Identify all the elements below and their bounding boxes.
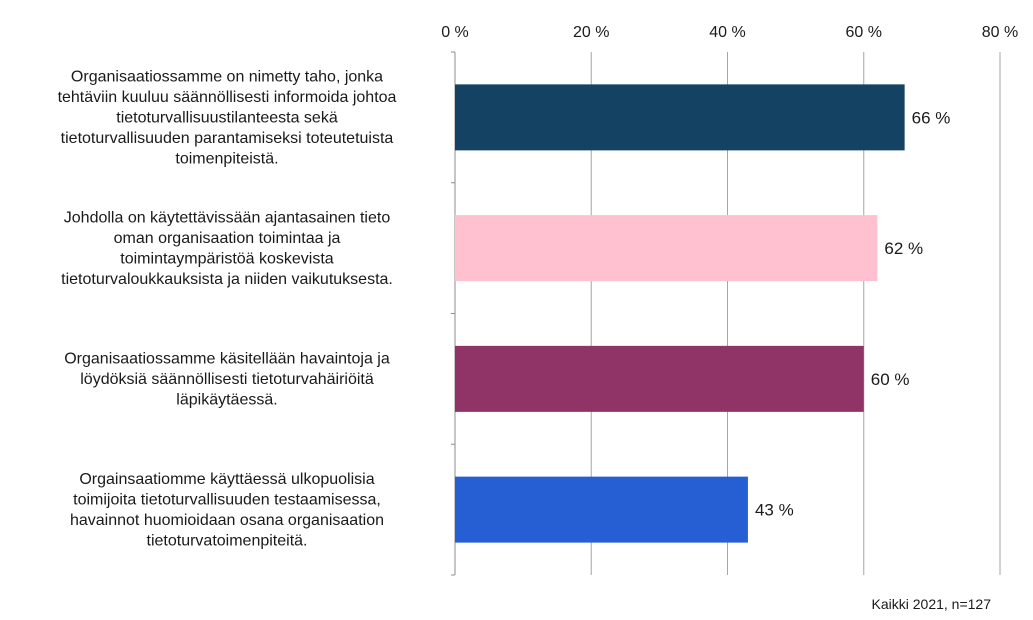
- data-label: 62 %: [884, 239, 923, 258]
- category-label: Organisaatiossamme käsitellään havaintoj…: [64, 350, 390, 408]
- category-labels: Organisaatiossamme on nimetty taho, jonk…: [58, 68, 397, 549]
- x-tick-label: 60 %: [846, 24, 882, 41]
- x-tick-label: 20 %: [573, 24, 609, 41]
- x-tick-label: 40 %: [709, 24, 745, 41]
- category-label-line: Orgainsaatiomme käyttäessä ulkopuolisia: [79, 471, 374, 488]
- bar: [455, 215, 878, 282]
- category-label-line: tietoturvatoimenpiteitä.: [147, 532, 308, 549]
- category-label-line: toimenpiteistä.: [175, 150, 278, 167]
- x-tick-label: 80 %: [982, 24, 1018, 41]
- bar: [455, 476, 748, 543]
- category-label-line: Organisaatiossamme käsitellään havaintoj…: [64, 350, 390, 367]
- category-label-line: läpikäytäessä.: [176, 391, 277, 408]
- category-label-line: tehtäviin kuuluu säännöllisesti informoi…: [58, 89, 397, 106]
- bar: [455, 84, 905, 151]
- category-label: Organisaatiossamme on nimetty taho, jonk…: [58, 68, 397, 167]
- category-label-line: tietoturvallisuustilanteesta sekä: [116, 109, 338, 126]
- category-label: Orgainsaatiomme käyttäessä ulkopuolisia t…: [70, 471, 384, 550]
- category-label-line: Organisaatiossamme on nimetty taho, jonk…: [71, 68, 383, 85]
- category-label-line: löydöksiä säännöllisesti tietoturvahäiri…: [80, 371, 374, 388]
- category-label-line: tietoturvaloukkauksista ja niiden vaikut…: [61, 271, 393, 288]
- data-label: 66 %: [912, 108, 951, 127]
- data-label: 60 %: [871, 370, 910, 389]
- bar: [455, 345, 864, 412]
- category-label-line: tietoturvallisuuden parantamiseksi toteu…: [61, 130, 394, 147]
- bars: [455, 84, 905, 543]
- category-label-line: toimijoita tietoturvallisuuden testaamis…: [73, 491, 381, 508]
- data-label: 43 %: [755, 501, 794, 520]
- x-tick-label: 0 %: [441, 24, 469, 41]
- category-label-line: oman organisaation toimintaa ja: [114, 230, 341, 247]
- category-label-line: Johdolla on käytettävissään ajantasainen…: [64, 209, 391, 226]
- category-label-line: havainnot huomioidaan osana organisaatio…: [70, 512, 384, 529]
- x-tick-labels: 0 % 20 % 40 % 60 % 80 %: [441, 24, 1018, 41]
- category-label-line: toimintaympäristöä koskevista: [120, 250, 334, 267]
- category-label: Johdolla on käytettävissään ajantasainen…: [61, 209, 393, 288]
- footnote: Kaikki 2021, n=127: [871, 596, 991, 612]
- value-labels: 66 % 62 % 60 % 43 %: [755, 108, 950, 519]
